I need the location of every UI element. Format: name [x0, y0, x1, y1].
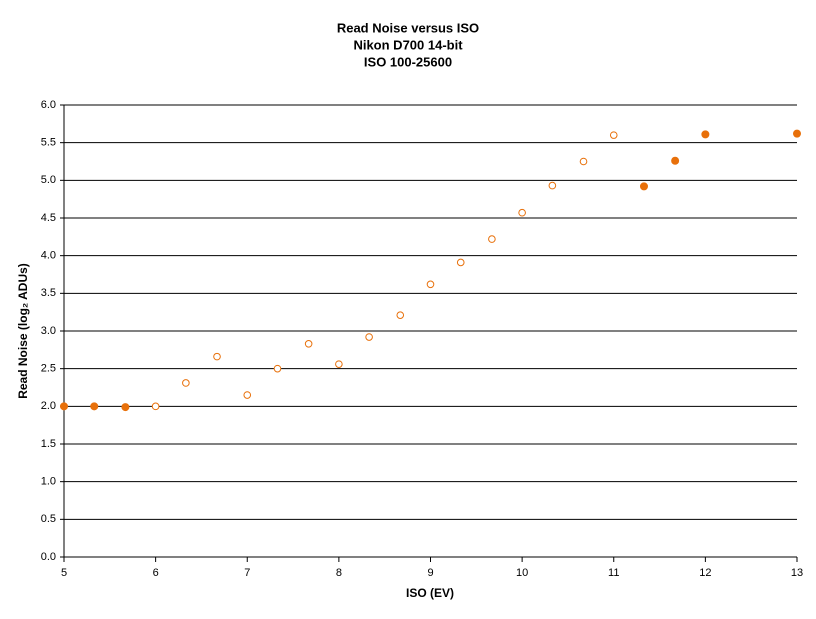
y-tick-label: 0.0 — [41, 551, 56, 563]
data-point — [151, 402, 160, 411]
data-point — [579, 157, 588, 166]
y-tick-label: 5.5 — [41, 137, 56, 149]
data-point — [90, 402, 99, 411]
y-tick-label: 6.0 — [41, 99, 56, 111]
data-point — [182, 379, 190, 387]
data-point — [273, 364, 282, 373]
data-point — [60, 402, 68, 411]
x-tick-label: 6 — [153, 567, 159, 579]
data-point — [488, 235, 496, 243]
x-tick-label: 11 — [608, 567, 619, 579]
y-tick-label: 2.0 — [41, 400, 56, 412]
data-point — [639, 182, 648, 191]
data-point — [518, 208, 526, 217]
data-point — [426, 280, 435, 289]
data-point — [213, 352, 221, 361]
x-tick-label: 10 — [516, 567, 528, 579]
data-point — [304, 340, 313, 348]
data-point — [701, 130, 710, 139]
y-tick-label: 4.5 — [41, 212, 56, 224]
data-point — [396, 311, 405, 319]
data-point — [609, 131, 618, 139]
chart-subtitle: ISO 100-25600 — [364, 54, 452, 69]
x-axis-label: ISO (EV) — [406, 586, 454, 600]
y-tick-label: 3.0 — [41, 325, 56, 337]
data-point — [365, 333, 373, 341]
x-tick-label: 9 — [427, 567, 433, 579]
data-point — [456, 258, 465, 267]
y-tick-label: 0.5 — [41, 513, 56, 525]
chart-subtitle: Nikon D700 14-bit — [353, 37, 463, 52]
x-tick-label: 12 — [699, 567, 711, 579]
y-tick-label: 5.0 — [41, 174, 56, 186]
x-tick-label: 8 — [336, 567, 342, 579]
y-tick-label: 1.0 — [41, 476, 56, 488]
data-point — [548, 181, 557, 190]
data-point — [121, 403, 130, 412]
data-point — [671, 156, 680, 165]
y-tick-label: 3.5 — [41, 287, 56, 299]
x-tick-label: 5 — [61, 567, 67, 579]
x-tick-label: 7 — [244, 567, 250, 579]
chart-title: Read Noise versus ISO — [337, 20, 479, 35]
y-tick-label: 1.5 — [41, 438, 56, 450]
x-tick-label: 13 — [791, 567, 803, 579]
data-point — [335, 360, 343, 368]
data-point — [793, 129, 801, 138]
y-tick-label: 2.5 — [41, 363, 56, 375]
y-axis-label: Read Noise (log₂ ADUs) — [16, 263, 30, 399]
y-tick-label: 4.0 — [41, 250, 56, 262]
data-point — [243, 391, 252, 399]
